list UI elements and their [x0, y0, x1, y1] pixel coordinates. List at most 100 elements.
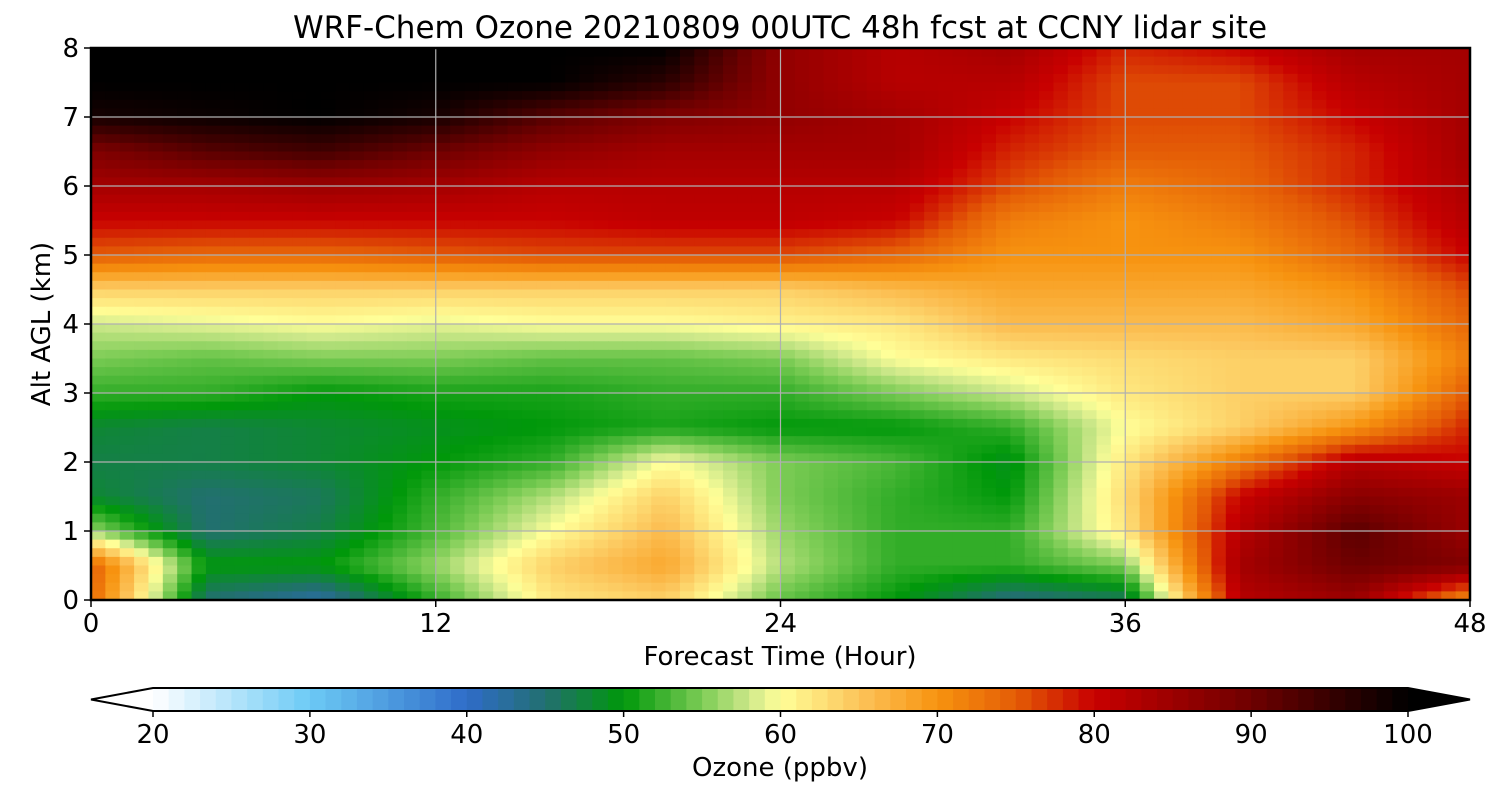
ozone-cell [521, 341, 537, 351]
ozone-cell [1383, 393, 1399, 403]
ozone-cell [852, 117, 868, 127]
ozone-cell [895, 203, 911, 213]
ozone-cell [1355, 220, 1371, 230]
ozone-cell [177, 349, 193, 360]
ozone-cell [751, 56, 767, 66]
ozone-cell [780, 436, 796, 446]
ozone-cell [1153, 194, 1169, 204]
ozone-cell [1268, 56, 1284, 66]
ozone-cell [320, 358, 336, 368]
ozone-cell [335, 393, 351, 403]
ozone-cell [105, 487, 121, 498]
ozone-cell [335, 349, 351, 360]
ozone-cell [435, 384, 451, 394]
ozone-cell [1297, 82, 1313, 92]
ozone-cell [277, 237, 293, 247]
ozone-cell [909, 487, 925, 498]
ozone-cell [134, 65, 150, 75]
ozone-cell [967, 117, 983, 127]
ozone-cell [794, 117, 810, 127]
ozone-cell [263, 444, 279, 454]
ozone-cell [536, 436, 552, 446]
ozone-cell [866, 229, 882, 239]
ozone-cell [1139, 280, 1155, 291]
ozone-cell [837, 246, 853, 256]
ozone-cell [1340, 349, 1356, 360]
ozone-cell [1398, 453, 1414, 463]
ozone-cell [708, 48, 724, 58]
ozone-cell [1254, 427, 1270, 437]
ozone-cell [565, 358, 580, 368]
ozone-cell [234, 117, 250, 127]
ozone-cell [952, 237, 968, 247]
ozone-cell [249, 82, 264, 92]
ozone-cell [995, 375, 1011, 385]
ozone-cell [1096, 177, 1112, 187]
ozone-cell [1455, 306, 1470, 316]
ozone-cell [1326, 315, 1342, 325]
ozone-cell [823, 427, 839, 437]
ozone-cell [837, 367, 853, 377]
ozone-cell [1039, 298, 1055, 308]
ozone-cell [407, 393, 422, 403]
ozone-cell [938, 82, 954, 92]
ozone-cell [737, 82, 753, 92]
ozone-cell [1426, 168, 1442, 178]
ozone-cell [421, 358, 437, 368]
ozone-cell [1182, 349, 1198, 360]
ozone-cell [924, 427, 940, 437]
ozone-cell [119, 341, 135, 351]
ozone-cell [407, 375, 422, 385]
ozone-cell [608, 462, 624, 472]
ozone-cell [895, 289, 911, 299]
ozone-cell [306, 151, 322, 161]
ozone-cell [895, 444, 911, 454]
ozone-cell [1326, 358, 1342, 368]
ozone-cell [895, 151, 911, 161]
ozone-cell [708, 65, 724, 75]
ozone-cell [550, 272, 566, 282]
ozone-cell [378, 367, 394, 377]
ozone-cell [952, 427, 968, 437]
ozone-cell [1268, 186, 1284, 196]
ozone-cell [263, 272, 279, 282]
ozone-cell [1297, 194, 1313, 204]
ozone-cell [191, 177, 207, 187]
ozone-cell [837, 315, 853, 325]
ozone-cell [134, 427, 150, 437]
ozone-cell [1340, 358, 1356, 368]
ozone-cell [622, 436, 638, 446]
ozone-cell [421, 246, 437, 256]
ozone-cell [1182, 280, 1198, 291]
ozone-cell [134, 479, 150, 489]
ozone-cell [995, 462, 1011, 472]
ozone-cell [1441, 65, 1457, 75]
ozone-cell [177, 436, 193, 446]
ozone-cell [909, 48, 925, 58]
ozone-cell [220, 306, 236, 316]
ozone-cell [766, 453, 782, 463]
ozone-cell [837, 168, 853, 178]
ozone-cell [205, 99, 221, 109]
ozone-cell [363, 255, 379, 265]
ozone-cell [1211, 65, 1227, 75]
ozone-cell [1283, 263, 1299, 273]
ozone-cell [751, 142, 767, 153]
ozone-cell [1197, 427, 1213, 437]
ozone-cell [1182, 203, 1198, 213]
ozone-cell [536, 65, 552, 75]
ozone-cell [837, 160, 853, 170]
ozone-cell [1024, 462, 1040, 472]
ozone-cell [981, 65, 997, 75]
ozone-cell [924, 401, 940, 411]
ozone-cell [392, 298, 408, 308]
ozone-cell [565, 99, 580, 109]
ozone-cell [1254, 453, 1270, 463]
ozone-cell [220, 134, 236, 144]
ozone-cell [608, 401, 624, 411]
ozone-cell [837, 48, 853, 58]
ozone-cell [162, 479, 178, 489]
ozone-cell [694, 324, 710, 334]
ozone-cell [1369, 332, 1385, 342]
ozone-cell [636, 453, 652, 463]
